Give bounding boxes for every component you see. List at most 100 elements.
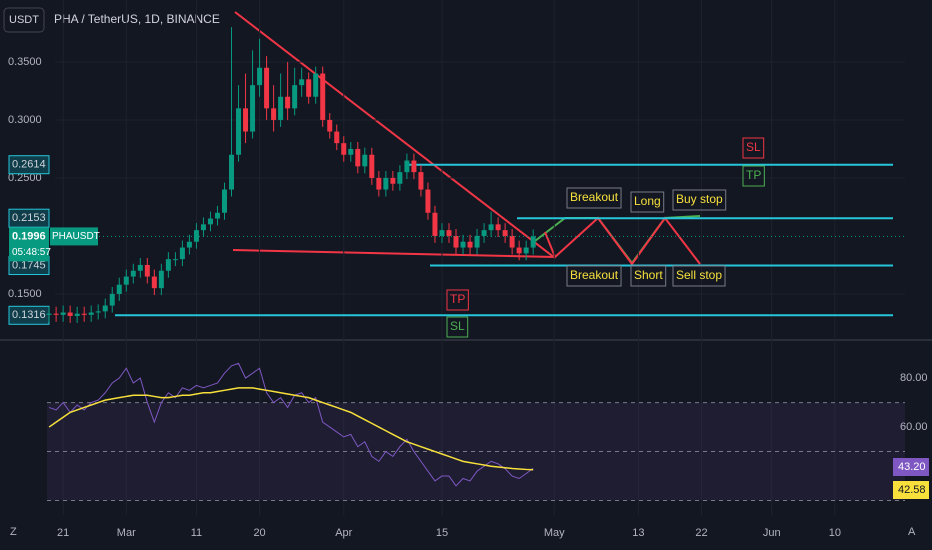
candle-body [481,230,487,236]
x-tick-label: 10 [829,527,841,539]
trend-line [232,249,556,258]
last-price-box [9,227,49,262]
candle-body [165,259,171,271]
candle-body [474,235,480,248]
annotation-box [630,265,667,287]
candle-body [81,313,87,315]
annotation-box [672,265,726,287]
candle-body [116,284,122,294]
level-label: 0.1316 [12,309,46,321]
candle-body [123,276,129,285]
candle-body [243,108,249,132]
currency[interactable]: USDT [9,14,39,26]
level-label: 0.2153 [12,212,46,224]
x-tick-label: Jun [763,527,781,539]
annotation: TP [450,292,465,306]
annotation: Breakout [570,190,619,204]
x-tick-label: 15 [436,527,448,539]
rsi-line [48,362,534,487]
rsi-line [48,387,534,471]
candle-body [418,172,424,190]
x-tick-label: May [544,527,565,539]
candle-body [299,79,305,86]
candle-body [172,259,178,261]
candle-body [327,119,333,132]
candle-body [390,177,396,184]
candle-body [341,143,347,155]
candle-body [446,230,452,236]
candle-body [264,67,270,109]
annotation-box [742,137,765,159]
corner-left[interactable]: Z [10,526,17,538]
value-box [893,458,929,476]
candle-body [530,236,536,248]
candle-body [523,247,529,254]
annotation-box [630,191,665,213]
candle-body [348,148,354,155]
candle-body [509,235,515,248]
annotation: SL [450,319,465,333]
candle-body [53,313,59,315]
candle-body [186,241,192,248]
candle-body [432,212,438,236]
annotation: Sell stop [676,268,722,282]
value-label: 43.20 [898,461,926,473]
candle-body [193,230,199,242]
candle-body [369,154,375,178]
last-price: 0.1996 [12,230,46,242]
annotation: Short [634,268,663,282]
corner-right[interactable]: A [908,526,916,538]
symbol-label: PHAUSDT [52,231,100,242]
symbol-box [50,227,98,246]
candle-body [67,312,73,316]
x-tick-label: Mar [117,527,136,539]
candle-body [109,293,115,306]
candle-body [425,189,431,213]
candle-body [362,154,368,167]
candle-body [179,247,185,260]
level-label: 0.1745 [12,259,46,271]
level-label: 0.2614 [12,159,46,171]
x-tick-label: 11 [191,527,202,539]
candle-body [271,108,277,120]
y-tick-label: 60.00 [900,421,928,433]
x-tick-label: 22 [695,527,707,539]
y-tick-label: 80.00 [900,372,928,384]
currency-button[interactable] [3,7,45,33]
annotation-box [566,187,622,209]
annotation: TP [746,168,761,182]
candle-body [88,312,94,315]
candle-body [60,312,66,315]
x-tick-label: 13 [632,527,644,539]
level-label-box [8,208,50,228]
candle-body [130,270,136,277]
y-tick-label: 0.3000 [8,114,42,126]
x-tick-label: 21 [57,527,69,539]
level-label-box [8,155,50,175]
annotation: SL [746,140,761,154]
annotation: Breakout [570,268,619,282]
candle-body [502,230,508,236]
y-tick-label: 0.3500 [8,56,42,68]
annotation: Long [634,194,661,208]
candle-body [376,177,382,190]
candle-body [383,177,389,190]
candle-body [397,172,403,184]
candle-body [516,247,522,254]
candle-body [144,264,150,277]
candle-body [102,305,108,312]
annotation-box [566,265,622,287]
candle-body [453,235,459,248]
candle-body [313,73,319,97]
candle-body [200,224,206,231]
zigzag-red [544,216,701,266]
candle-body [214,212,220,219]
annotation: Buy stop [676,192,723,206]
annotation-box [446,316,469,338]
candle-body [95,311,101,313]
candle-body [355,148,361,167]
candle-body [460,241,466,248]
candle-body [495,224,501,231]
x-tick-label: 20 [253,527,265,539]
